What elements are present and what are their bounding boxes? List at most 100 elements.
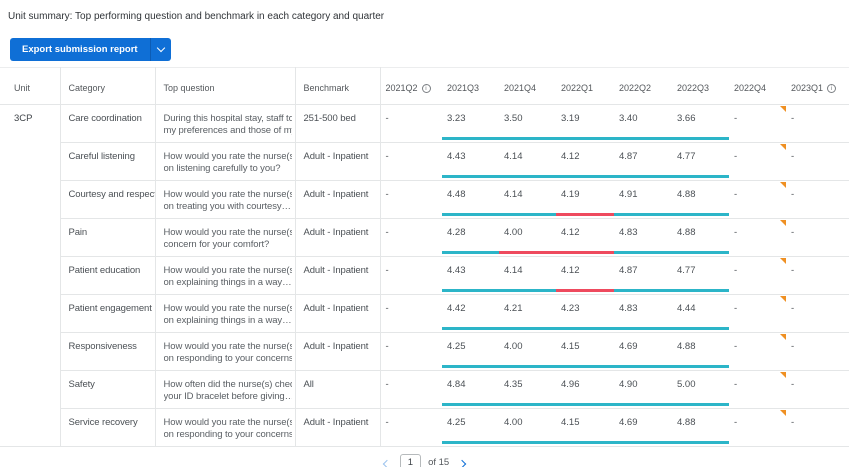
benchmark-cell: Adult - Inpatient (295, 408, 381, 447)
score-value: - (734, 341, 738, 352)
trend-bar-segment (499, 365, 556, 368)
trend-bar-segment (614, 175, 672, 178)
column-label: 2022Q3 (677, 83, 710, 93)
column-header-2022q4: 2022Q4 (729, 67, 786, 105)
trend-bar-segment (442, 137, 499, 140)
info-icon[interactable]: i (827, 84, 837, 93)
score-cell-2023q1: - (786, 332, 849, 371)
table-row: 3CP Care coordination During this hospital… (0, 104, 849, 447)
trend-bar-segment (556, 213, 614, 216)
question-cell: How would you rate the nurse(s) on explai… (155, 294, 296, 333)
info-icon[interactable]: i (421, 84, 431, 93)
trend-bar-segment (499, 403, 556, 406)
score-value: 5.00 (677, 379, 696, 390)
score-value: 3.19 (561, 113, 580, 124)
trend-bar-segment (556, 251, 614, 254)
score-cell-2021q4: 4.00 (499, 408, 556, 447)
table-row: Courtesy and respect How would you rate t… (0, 180, 849, 219)
score-cell-2021q3: 3.23 (442, 104, 499, 143)
score-cell-2023q1: - (786, 408, 849, 447)
benchmark-cell: Adult - Inpatient (295, 294, 381, 333)
trend-bar-segment (672, 365, 729, 368)
trend-bar-segment (442, 175, 499, 178)
score-value: - (385, 379, 389, 390)
score-value: 4.21 (504, 303, 523, 314)
score-value: 3.50 (504, 113, 523, 124)
table-row: Pain How would you rate the nurse(s)'s con… (0, 218, 849, 257)
table-row: Responsiveness How would you rate the nur… (0, 332, 849, 371)
score-cell-2022q3: 4.77 (672, 142, 729, 181)
column-label: 2022Q2 (619, 83, 652, 93)
previous-page-button[interactable] (381, 452, 393, 467)
question-cell: How would you rate the nurse(s) on explai… (155, 256, 296, 295)
score-cell-2021q4: 4.21 (499, 294, 556, 333)
question-cell: During this hospital stay, staff took my … (155, 104, 296, 143)
score-cell-2022q2: 4.87 (614, 256, 672, 295)
table-row: Safety How often did the nurse(s) check yo… (0, 370, 849, 409)
score-cell-2022q1: 4.12 (556, 218, 614, 257)
export-submission-report-button[interactable]: Export submission report (10, 38, 150, 61)
trend-bar-segment (499, 213, 556, 216)
score-value: 4.43 (447, 265, 466, 276)
score-cell-2021q2: - (380, 104, 442, 143)
question-line: my preferences and those of my… (163, 125, 292, 137)
export-options-dropdown-button[interactable] (149, 38, 171, 61)
trend-bar-segment (672, 137, 729, 140)
category-cell: Patient education (60, 256, 156, 295)
table-row: Patient engagement How would you rate the… (0, 294, 849, 333)
score-value: 3.23 (447, 113, 466, 124)
column-label: Unit (14, 83, 31, 93)
score-value: 4.88 (677, 227, 696, 238)
score-cell-2022q2: 4.69 (614, 408, 672, 447)
score-cell-2021q4: 3.50 (499, 104, 556, 143)
trend-bar-segment (442, 327, 499, 330)
score-value: - (734, 265, 738, 276)
trend-bar-segment (499, 251, 556, 254)
next-page-button[interactable] (456, 452, 468, 467)
question-line: How would you rate the nurse(s) (163, 303, 292, 314)
score-cell-2022q3: 5.00 (672, 370, 729, 409)
trend-bar-segment (614, 441, 672, 444)
trend-bar-segment (614, 289, 672, 292)
score-value: 4.87 (619, 265, 638, 276)
trend-bar-segment (442, 441, 499, 444)
trend-bar-segment (556, 441, 614, 444)
score-cell-2023q1: - (786, 104, 849, 143)
column-label: 2021Q2 (385, 83, 418, 93)
column-header-2022q2: 2022Q2 (614, 67, 672, 105)
question-line: How would you rate the nurse(s) (163, 189, 292, 200)
trend-bar-segment (442, 213, 499, 216)
score-value: - (791, 265, 795, 276)
trend-bar-segment (556, 365, 614, 368)
unit-summary-table: Unit Category Top question Benchmark 2021Q2 i… (0, 67, 849, 447)
score-value: 4.69 (619, 341, 638, 352)
score-value: 4.12 (561, 265, 580, 276)
trend-bar-segment (672, 403, 729, 406)
score-cell-2022q4: - (729, 256, 786, 295)
question-line: your ID bracelet before giving… (163, 391, 292, 403)
score-cell-2022q4: - (729, 218, 786, 257)
score-value: 4.00 (504, 227, 523, 238)
score-cell-2022q3: 3.66 (672, 104, 729, 143)
score-value: - (734, 151, 738, 162)
column-header-2021q4: 2021Q4 (499, 67, 556, 105)
column-label: Top question (163, 83, 215, 93)
question-line: on explaining things in a way… (163, 315, 292, 327)
question-cell: How would you rate the nurse(s) on treati… (155, 180, 296, 219)
score-cell-2022q4: - (729, 370, 786, 409)
column-label: Category (68, 83, 106, 93)
score-cell-2022q2: 3.40 (614, 104, 672, 143)
score-cell-2023q1: - (786, 256, 849, 295)
question-line: During this hospital stay, staff took (163, 113, 292, 124)
column-header-2022q3: 2022Q3 (672, 67, 729, 105)
score-value: - (385, 227, 389, 238)
score-cell-2021q4: 4.14 (499, 142, 556, 181)
score-value: - (385, 265, 389, 276)
score-value: 4.88 (677, 189, 696, 200)
page-number-input[interactable]: 1 (399, 454, 422, 467)
score-value: - (791, 303, 795, 314)
score-value: 3.66 (677, 113, 696, 124)
score-cell-2021q3: 4.43 (442, 256, 499, 295)
score-cell-2023q1: - (786, 370, 849, 409)
score-cell-2022q2: 4.69 (614, 332, 672, 371)
